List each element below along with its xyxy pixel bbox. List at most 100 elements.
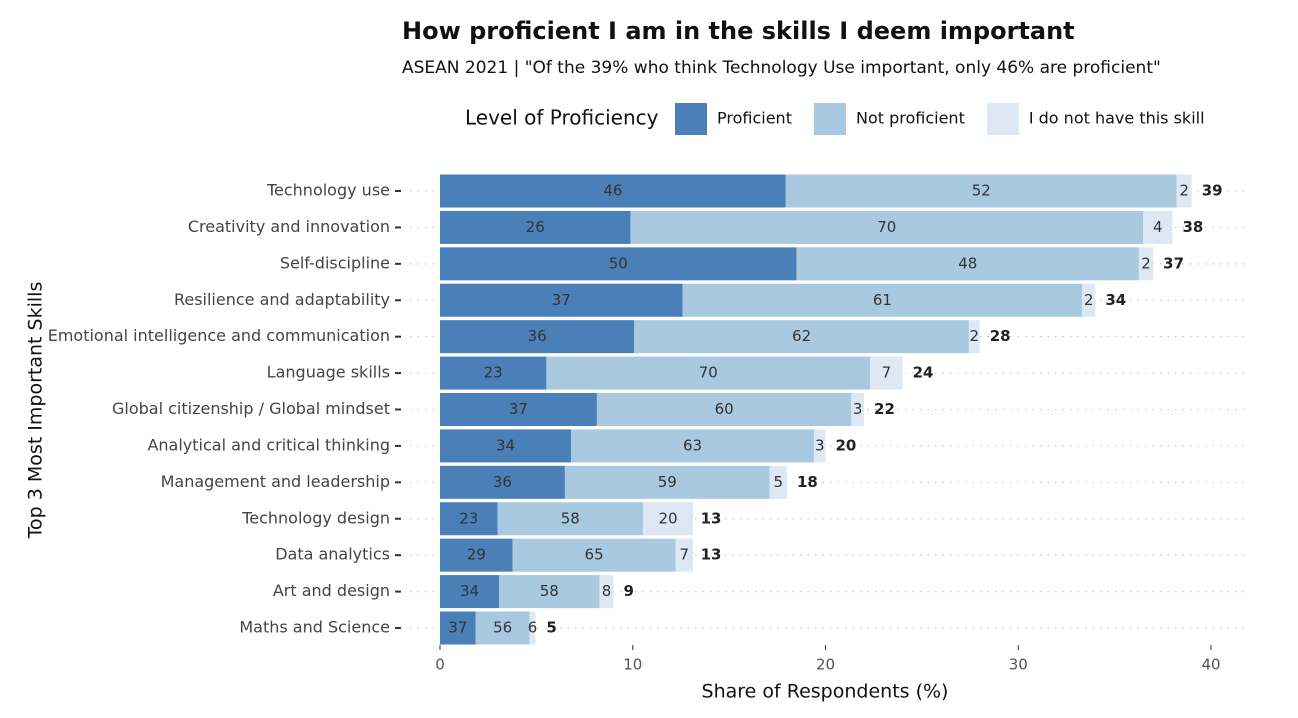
- bar-segment: [440, 502, 498, 536]
- segment-label: 6: [528, 619, 538, 637]
- x-tick-label: 10: [623, 656, 642, 674]
- y-tick-label: Resilience and adaptability: [174, 290, 390, 309]
- total-label: 38: [1182, 218, 1203, 236]
- y-tick-label: Maths and Science: [239, 618, 390, 637]
- bar-segment: [870, 356, 903, 390]
- segment-label: 8: [602, 582, 612, 600]
- x-axis-title: Share of Respondents (%): [702, 681, 949, 703]
- segment-label: 20: [658, 509, 677, 527]
- segment-label: 34: [460, 582, 479, 600]
- segment-label: 2: [1141, 254, 1151, 272]
- bar-segment: [630, 210, 1144, 244]
- segment-label: 70: [699, 364, 718, 382]
- y-axis-title: Top 3 Most Important Skills: [25, 282, 47, 540]
- segment-label: 2: [970, 327, 980, 345]
- y-tick-label: Language skills: [267, 363, 390, 382]
- legend-label: Proficient: [717, 109, 792, 128]
- bar-segment: [851, 393, 865, 426]
- bar-segment: [440, 611, 476, 645]
- segment-label: 2: [1084, 291, 1094, 309]
- y-tick-label: Creativity and innovation: [188, 217, 390, 236]
- bar-segment: [440, 356, 547, 390]
- total-label: 39: [1202, 182, 1223, 200]
- bar-segment: [440, 320, 635, 354]
- bar-segment: [546, 356, 871, 390]
- segment-label: 36: [493, 473, 512, 491]
- bar-segment: [440, 174, 786, 208]
- segment-label: 37: [552, 291, 571, 309]
- x-tick-label: 20: [816, 656, 835, 674]
- segment-label: 37: [509, 400, 528, 418]
- bar-segment: [529, 611, 536, 645]
- bar-segment: [440, 247, 797, 281]
- total-label: 37: [1163, 254, 1184, 272]
- bar-segment: [440, 538, 513, 572]
- bar-segment: [440, 575, 499, 609]
- total-label: 13: [701, 509, 722, 527]
- segment-label: 26: [526, 218, 545, 236]
- legend-swatch: [675, 103, 707, 135]
- bar-segment: [1082, 283, 1096, 317]
- segment-label: 34: [496, 436, 515, 454]
- bar-segment: [785, 174, 1177, 208]
- total-label: 18: [797, 473, 818, 491]
- bar-segment: [497, 502, 643, 536]
- segment-label: 59: [658, 473, 677, 491]
- total-label: 9: [623, 582, 633, 600]
- bar-segment: [475, 611, 530, 645]
- y-tick-label: Art and design: [273, 581, 390, 600]
- y-tick-label: Analytical and critical thinking: [147, 435, 390, 454]
- y-tick-label: Global citizenship / Global mindset: [112, 399, 390, 418]
- bar-segment: [564, 465, 770, 499]
- bar-segment: [498, 575, 600, 609]
- segment-label: 29: [467, 546, 486, 564]
- total-label: 28: [990, 327, 1011, 345]
- segment-label: 61: [873, 291, 892, 309]
- bar-segment: [1176, 174, 1192, 208]
- segment-label: 3: [815, 436, 825, 454]
- bar-segment: [596, 393, 852, 426]
- segment-label: 2: [1179, 182, 1189, 200]
- bar-segment: [440, 429, 572, 463]
- bar-segment: [512, 538, 676, 572]
- total-label: 13: [701, 546, 722, 564]
- segment-label: 46: [603, 182, 622, 200]
- x-tick-label: 0: [435, 656, 445, 674]
- bar-segment: [1143, 210, 1173, 244]
- bar-segment: [599, 575, 614, 609]
- segment-label: 70: [877, 218, 896, 236]
- total-label: 20: [836, 436, 857, 454]
- segment-label: 7: [882, 364, 892, 382]
- legend-swatch: [986, 103, 1019, 135]
- bar-segment: [571, 429, 814, 463]
- bar-segment: [440, 283, 683, 317]
- bar-segment: [682, 283, 1083, 317]
- legend-swatch: [813, 103, 846, 135]
- segment-label: 56: [493, 619, 512, 637]
- y-tick-label: Management and leadership: [161, 472, 390, 491]
- total-label: 22: [874, 400, 895, 418]
- bar-segment: [440, 393, 597, 426]
- bar-segment: [440, 210, 631, 244]
- total-label: 34: [1105, 291, 1126, 309]
- segment-label: 50: [609, 254, 628, 272]
- segment-label: 58: [561, 509, 580, 527]
- segment-label: 52: [972, 182, 991, 200]
- bar-segment: [634, 320, 969, 354]
- bar-segment: [1138, 247, 1154, 281]
- segment-label: 23: [484, 364, 503, 382]
- segment-label: 60: [715, 400, 734, 418]
- total-label: 24: [913, 364, 934, 382]
- total-label: 5: [546, 619, 556, 637]
- bar-segment: [796, 247, 1139, 281]
- y-tick-label: Data analytics: [275, 545, 390, 564]
- segment-label: 7: [680, 546, 690, 564]
- segment-label: 63: [683, 436, 702, 454]
- segment-label: 36: [528, 327, 547, 345]
- segment-label: 4: [1153, 218, 1163, 236]
- x-tick-label: 30: [1009, 656, 1028, 674]
- bar-segment: [968, 320, 980, 354]
- bar-segment: [440, 465, 565, 499]
- segment-label: 48: [958, 254, 977, 272]
- legend-label: I do not have this skill: [1029, 109, 1205, 128]
